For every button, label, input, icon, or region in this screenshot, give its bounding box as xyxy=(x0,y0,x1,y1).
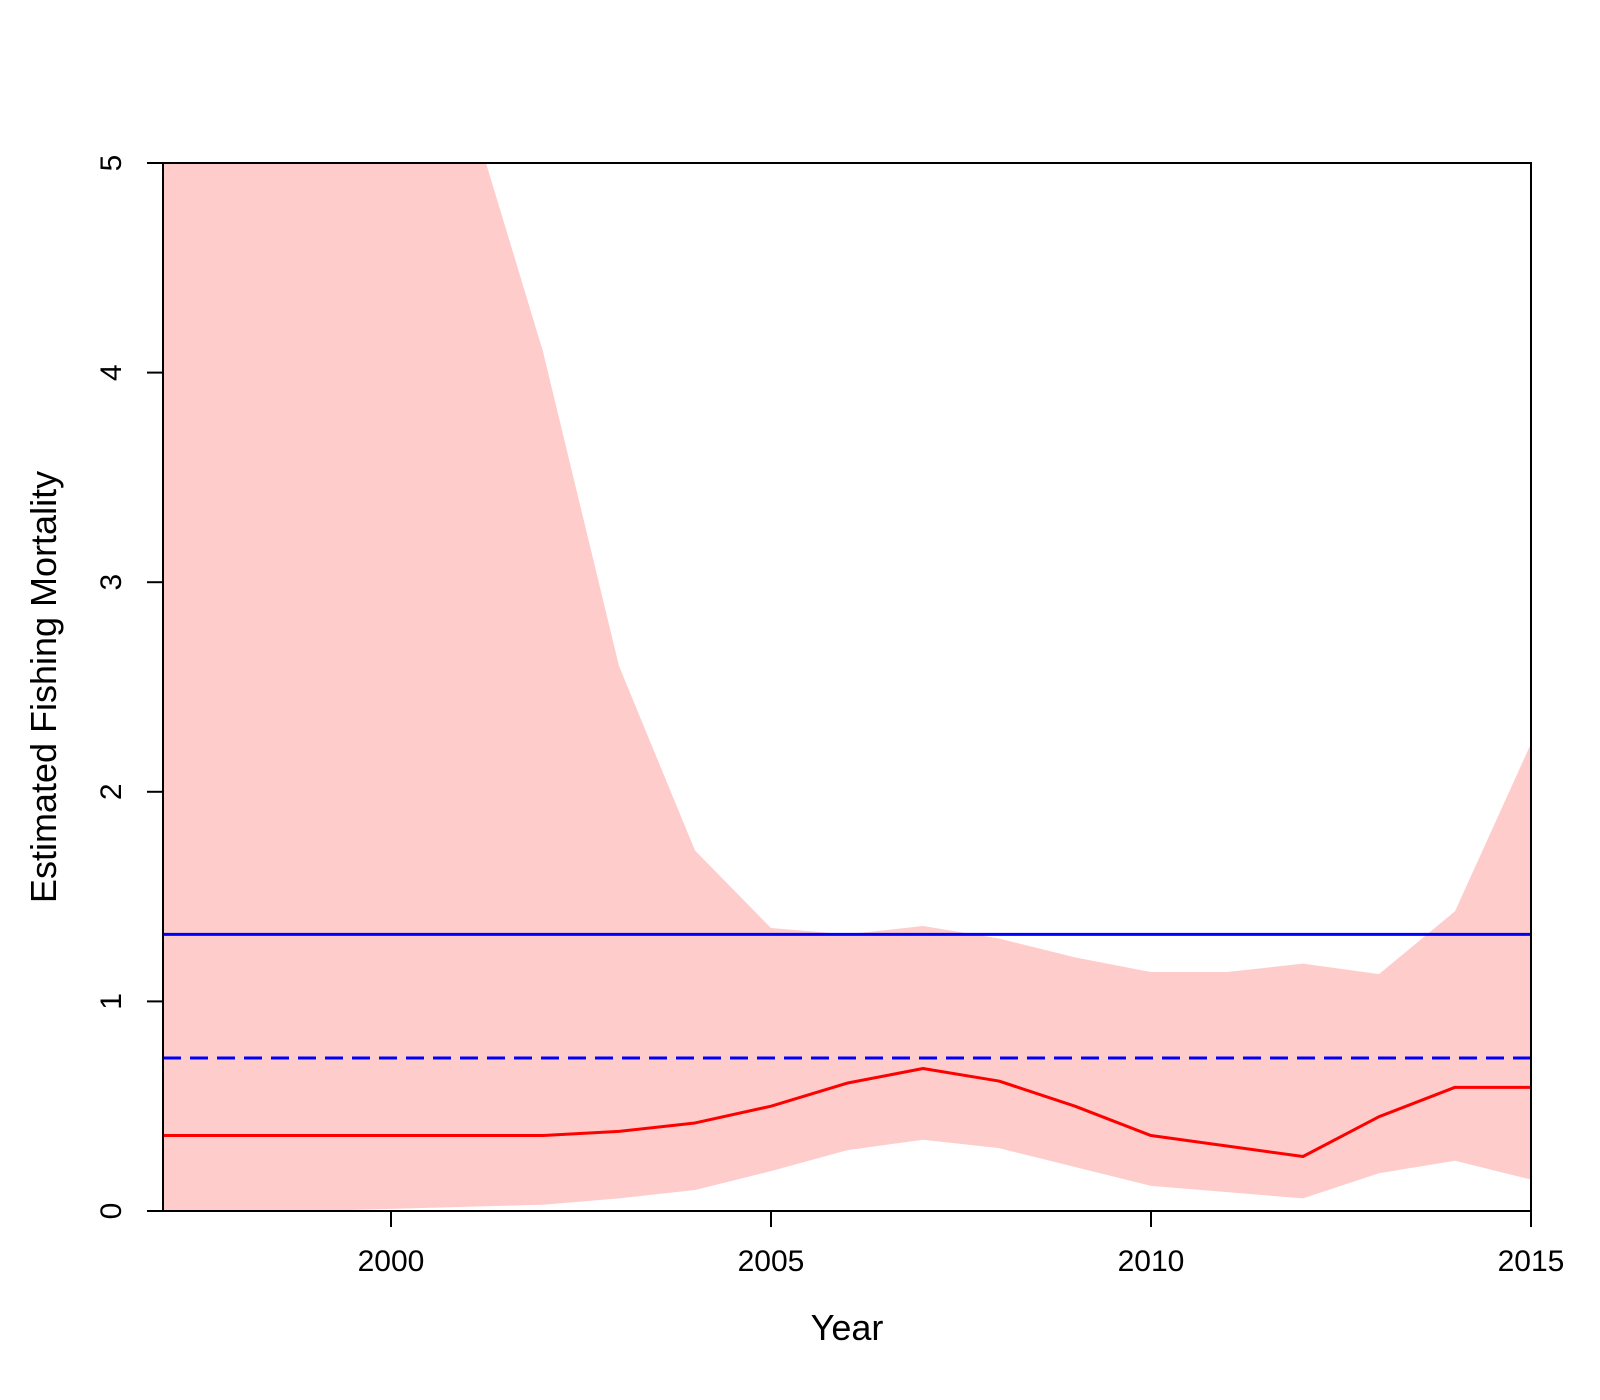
y-tick-label: 1 xyxy=(95,993,128,1010)
y-tick-label: 2 xyxy=(95,783,128,800)
x-axis: 2000 2005 2010 2015 xyxy=(358,1210,1565,1278)
estimate-line xyxy=(163,1066,1531,1159)
x-tick-label: 2000 xyxy=(358,1245,425,1278)
y-tick-label: 0 xyxy=(95,1203,128,1220)
y-tick-label: 5 xyxy=(95,155,128,172)
x-axis-title: Year xyxy=(811,1307,884,1348)
x-tick-label: 2015 xyxy=(1498,1245,1565,1278)
plot-area xyxy=(163,163,1531,1211)
y-tick-label: 4 xyxy=(95,364,128,381)
y-axis-title: Estimated Fishing Mortality xyxy=(23,471,64,903)
confidence-band xyxy=(163,163,1531,1211)
x-tick-label: 2005 xyxy=(738,1245,805,1278)
y-tick-label: 3 xyxy=(95,574,128,591)
x-tick-label: 2010 xyxy=(1118,1245,1185,1278)
y-axis: 0 1 2 3 4 5 xyxy=(95,155,164,1220)
